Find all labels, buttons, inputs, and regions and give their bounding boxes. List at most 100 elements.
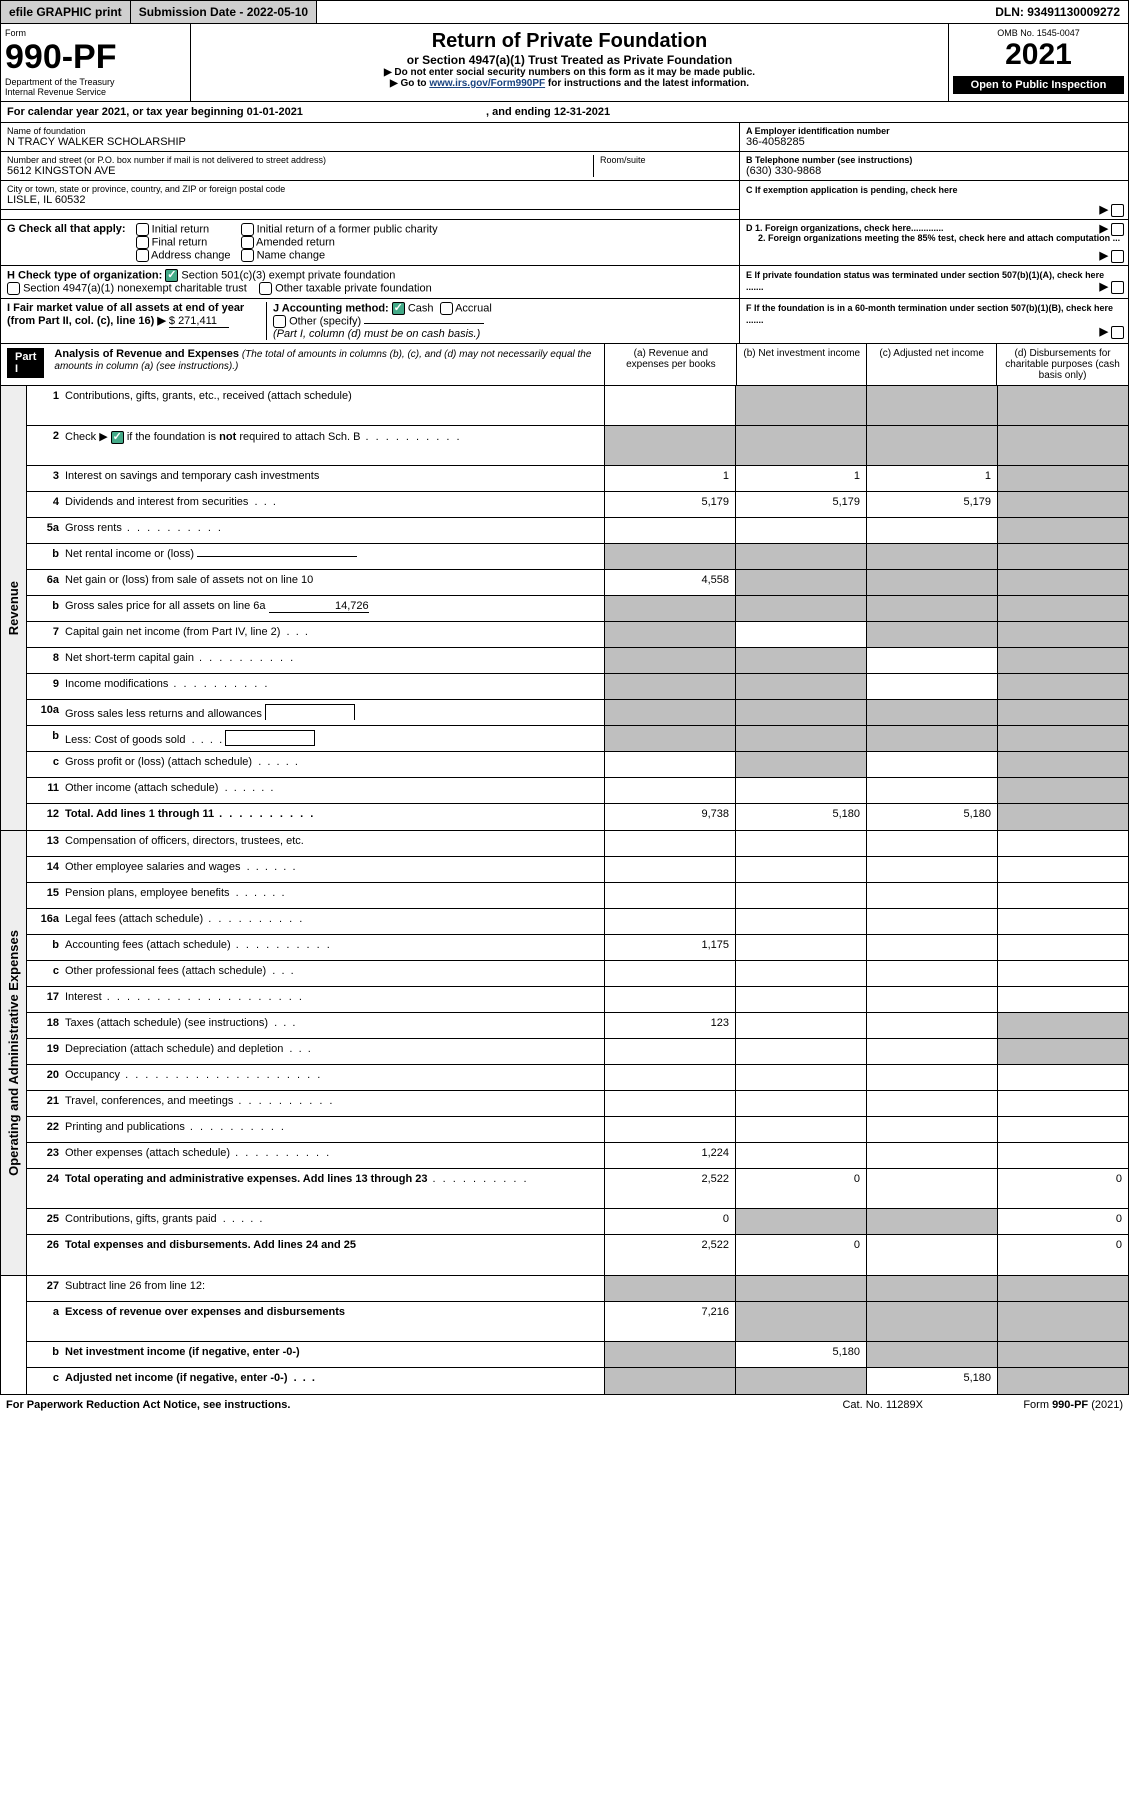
c-label: C If exemption application is pending, c…	[746, 185, 958, 195]
line-16c: Other professional fees (attach schedule…	[61, 961, 604, 986]
f-checkbox[interactable]	[1111, 326, 1124, 339]
city-label: City or town, state or province, country…	[7, 184, 733, 194]
form-link[interactable]: www.irs.gov/Form990PF	[429, 78, 545, 89]
line-17: Interest	[61, 987, 604, 1012]
form-subtitle: or Section 4947(a)(1) Trust Treated as P…	[195, 53, 944, 67]
footer: For Paperwork Reduction Act Notice, see …	[0, 1395, 1129, 1415]
line-16a: Legal fees (attach schedule)	[61, 909, 604, 934]
g-initial-checkbox[interactable]	[136, 223, 149, 236]
omb: OMB No. 1545-0047	[953, 28, 1124, 38]
expenses-side-label: Operating and Administrative Expenses	[6, 930, 21, 1176]
expenses-section: Operating and Administrative Expenses 13…	[0, 831, 1129, 1276]
line-20: Occupancy	[61, 1065, 604, 1090]
schb-checkbox[interactable]	[111, 431, 124, 444]
line-27b: Net investment income (if negative, ente…	[61, 1342, 604, 1367]
line-24: Total operating and administrative expen…	[61, 1169, 604, 1208]
line-9: Income modifications	[61, 674, 604, 699]
col-a-header: (a) Revenue and expenses per books	[604, 344, 736, 385]
line-11: Other income (attach schedule) . . . . .…	[61, 778, 604, 803]
dept-label: Department of the Treasury	[5, 77, 186, 87]
line-6a: Net gain or (loss) from sale of assets n…	[61, 570, 604, 595]
form-header: Form 990-PF Department of the Treasury I…	[0, 24, 1129, 102]
j-note: (Part I, column (d) must be on cash basi…	[273, 328, 480, 340]
col-d-header: (d) Disbursements for charitable purpose…	[996, 344, 1128, 385]
top-bar: efile GRAPHIC print Submission Date - 20…	[0, 0, 1129, 24]
d2-checkbox[interactable]	[1111, 250, 1124, 263]
line-25: Contributions, gifts, grants paid . . . …	[61, 1209, 604, 1234]
instr-2: ▶ Go to www.irs.gov/Form990PF for instru…	[195, 78, 944, 89]
line-21: Travel, conferences, and meetings	[61, 1091, 604, 1116]
line-2: Check ▶ if the foundation is not require…	[61, 426, 604, 465]
line-27a: Excess of revenue over expenses and disb…	[61, 1302, 604, 1341]
footer-left: For Paperwork Reduction Act Notice, see …	[6, 1399, 842, 1411]
d1-label: D 1. Foreign organizations, check here..…	[746, 223, 1122, 233]
part1-label: Part I	[7, 348, 44, 378]
line-16b: Accounting fees (attach schedule)	[61, 935, 604, 960]
revenue-side-label: Revenue	[6, 581, 21, 635]
d1-checkbox[interactable]	[1111, 223, 1124, 236]
g-final-checkbox[interactable]	[136, 236, 149, 249]
line-10c: Gross profit or (loss) (attach schedule)…	[61, 752, 604, 777]
col-c-header: (c) Adjusted net income	[866, 344, 996, 385]
line-14: Other employee salaries and wages . . . …	[61, 857, 604, 882]
line-13: Compensation of officers, directors, tru…	[61, 831, 604, 856]
efile-button[interactable]: efile GRAPHIC print	[1, 1, 131, 23]
addr-value: 5612 KINGSTON AVE	[7, 165, 593, 177]
line-12: Total. Add lines 1 through 11	[61, 804, 604, 830]
inspection-badge: Open to Public Inspection	[953, 76, 1124, 94]
g-address-checkbox[interactable]	[136, 249, 149, 262]
line-27c: Adjusted net income (if negative, enter …	[61, 1368, 604, 1394]
foundation-name: N TRACY WALKER SCHOLARSHIP	[7, 136, 733, 148]
j-other-checkbox[interactable]	[273, 315, 286, 328]
line-10b: Less: Cost of goods sold . . . .	[61, 726, 604, 751]
line-22: Printing and publications	[61, 1117, 604, 1142]
j-label: J Accounting method:	[273, 302, 389, 314]
line-27: Subtract line 26 from line 12:	[61, 1276, 604, 1301]
f-label: F If the foundation is in a 60-month ter…	[746, 303, 1113, 325]
form-title: Return of Private Foundation	[195, 30, 944, 53]
line-26: Total expenses and disbursements. Add li…	[61, 1235, 604, 1275]
instr-1: ▶ Do not enter social security numbers o…	[195, 67, 944, 78]
line-6b: Gross sales price for all assets on line…	[61, 596, 604, 621]
footer-right: Form 990-PF (2021)	[923, 1399, 1123, 1411]
revenue-section: Revenue 1Contributions, gifts, grants, e…	[0, 386, 1129, 831]
irs-label: Internal Revenue Service	[5, 87, 186, 97]
footer-mid: Cat. No. 11289X	[842, 1399, 923, 1411]
line-19: Depreciation (attach schedule) and deple…	[61, 1039, 604, 1064]
line-15: Pension plans, employee benefits . . . .…	[61, 883, 604, 908]
e-checkbox[interactable]	[1111, 281, 1124, 294]
j-accrual-checkbox[interactable]	[440, 302, 453, 315]
info-grid: Name of foundation N TRACY WALKER SCHOLA…	[0, 123, 1129, 219]
g-amended-checkbox[interactable]	[241, 236, 254, 249]
line-7: Capital gain net income (from Part IV, l…	[61, 622, 604, 647]
tax-year: 2021	[953, 38, 1124, 72]
city-value: LISLE, IL 60532	[7, 194, 733, 206]
ein-label: A Employer identification number	[746, 126, 1122, 136]
g-former-checkbox[interactable]	[241, 223, 254, 236]
line-5b: Net rental income or (loss)	[61, 544, 604, 569]
tel-label: B Telephone number (see instructions)	[746, 155, 1122, 165]
i-value: $ 271,411	[169, 315, 229, 328]
e-label: E If private foundation status was termi…	[746, 270, 1104, 292]
line-8: Net short-term capital gain	[61, 648, 604, 673]
addr-label: Number and street (or P.O. box number if…	[7, 155, 593, 165]
j-cash-checkbox[interactable]	[392, 302, 405, 315]
line-23: Other expenses (attach schedule)	[61, 1143, 604, 1168]
h-4947-checkbox[interactable]	[7, 282, 20, 295]
room-label: Room/suite	[600, 155, 733, 165]
g-name-checkbox[interactable]	[241, 249, 254, 262]
h-label: H Check type of organization:	[7, 269, 162, 281]
line-18: Taxes (attach schedule) (see instruction…	[61, 1013, 604, 1038]
line-5a: Gross rents	[61, 518, 604, 543]
h-other-checkbox[interactable]	[259, 282, 272, 295]
line-4: Dividends and interest from securities .…	[61, 492, 604, 517]
name-label: Name of foundation	[7, 126, 733, 136]
col-b-header: (b) Net investment income	[736, 344, 866, 385]
form-number: 990-PF	[5, 38, 186, 77]
line-27-section: 27Subtract line 26 from line 12: aExcess…	[0, 1276, 1129, 1395]
c-checkbox[interactable]	[1111, 204, 1124, 217]
form-label: Form	[5, 28, 186, 38]
h-501c3-checkbox[interactable]	[165, 269, 178, 282]
calendar-year-row: For calendar year 2021, or tax year begi…	[0, 102, 1129, 123]
tel-value: (630) 330-9868	[746, 165, 1122, 177]
